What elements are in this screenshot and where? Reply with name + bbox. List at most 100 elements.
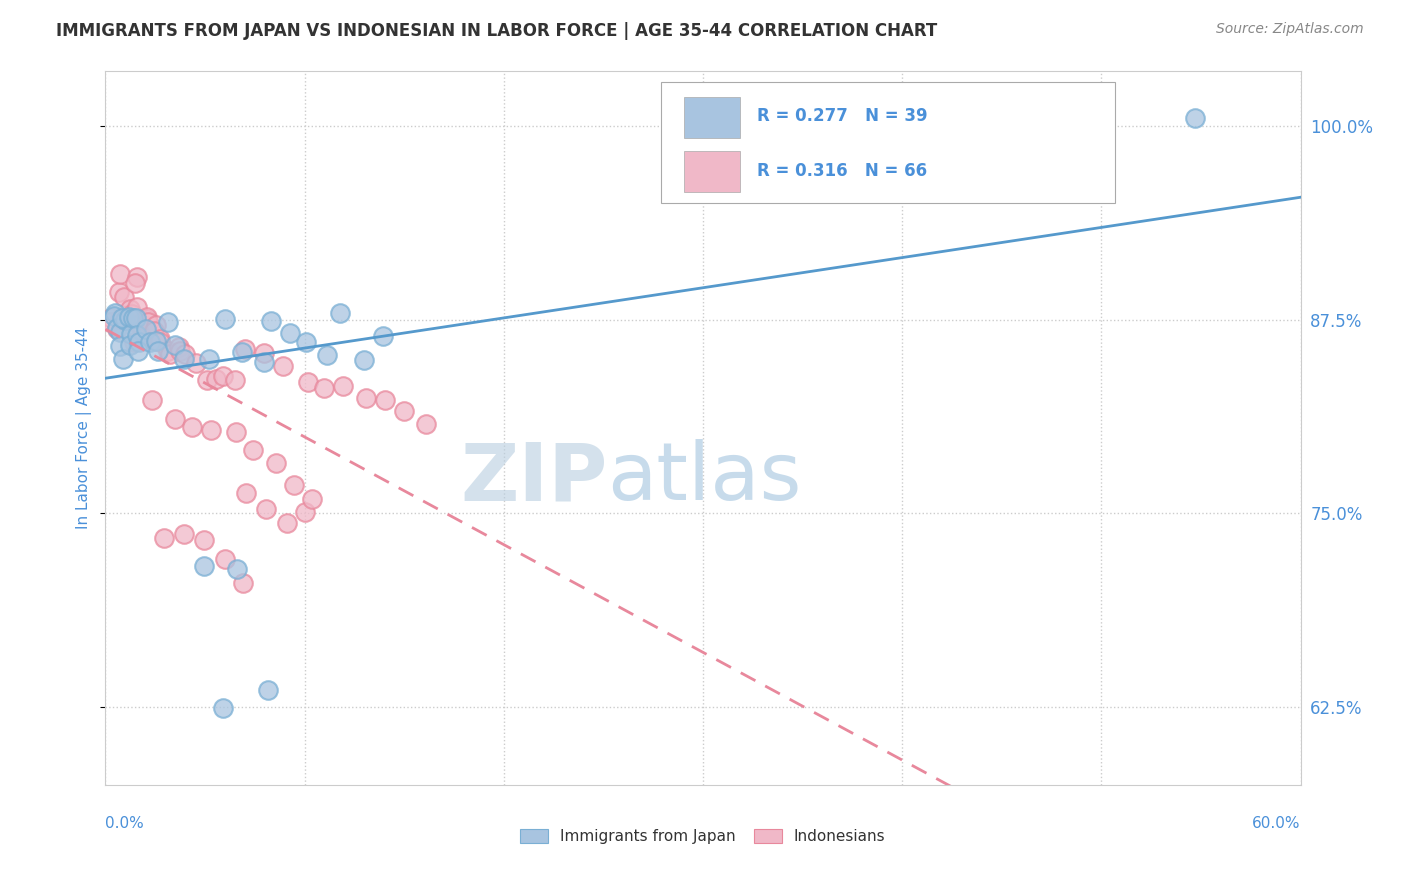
Point [371, 329, 394, 343]
Text: 60.0%: 60.0% [1253, 816, 1301, 831]
Point [135, 322, 157, 336]
Point [157, 315, 180, 329]
Point [297, 376, 319, 390]
Point [125, 270, 148, 285]
Point [110, 268, 132, 282]
Point [124, 276, 146, 290]
Point [224, 373, 246, 387]
Point [232, 576, 254, 591]
Point [211, 701, 233, 715]
Point [173, 352, 195, 367]
Point [111, 312, 134, 326]
Point [392, 404, 415, 418]
Point [165, 337, 187, 351]
Point [173, 347, 195, 361]
Point [374, 392, 396, 407]
Point [211, 369, 233, 384]
Point [122, 311, 145, 326]
Point [118, 310, 141, 324]
Point [141, 393, 163, 408]
Point [108, 326, 131, 340]
Point [278, 326, 301, 340]
Point [112, 351, 135, 366]
FancyBboxPatch shape [683, 152, 740, 192]
Point [127, 344, 149, 359]
Text: ZIP: ZIP [460, 439, 607, 517]
Text: 0.0%: 0.0% [105, 816, 145, 831]
Point [108, 312, 131, 326]
Point [193, 533, 215, 548]
Point [104, 306, 127, 320]
Point [264, 456, 287, 470]
Point [173, 526, 195, 541]
Text: R = 0.316   N = 66: R = 0.316 N = 66 [756, 162, 927, 180]
Point [312, 381, 335, 395]
FancyBboxPatch shape [661, 82, 1115, 203]
Text: R = 0.277   N = 39: R = 0.277 N = 39 [756, 107, 928, 125]
Point [354, 392, 377, 406]
Point [136, 315, 159, 329]
Point [200, 423, 222, 437]
Point [145, 318, 167, 332]
Point [205, 371, 228, 385]
Point [235, 486, 257, 500]
Point [145, 334, 167, 348]
Point [242, 443, 264, 458]
Point [125, 311, 148, 326]
Point [108, 285, 131, 300]
Point [135, 310, 157, 325]
Point [214, 312, 236, 326]
Point [118, 301, 141, 316]
Text: Source: ZipAtlas.com: Source: ZipAtlas.com [1216, 22, 1364, 37]
Point [108, 339, 131, 353]
Point [415, 417, 437, 431]
FancyBboxPatch shape [683, 97, 740, 137]
Point [143, 333, 166, 347]
Point [138, 334, 160, 349]
Point [253, 355, 276, 369]
Point [149, 334, 172, 349]
Point [283, 477, 305, 491]
Point [149, 332, 172, 346]
Point [184, 357, 207, 371]
Point [148, 344, 170, 359]
Point [276, 516, 298, 530]
Y-axis label: In Labor Force | Age 35-44: In Labor Force | Age 35-44 [76, 327, 93, 529]
Point [225, 425, 247, 440]
Point [128, 334, 150, 349]
Legend: Immigrants from Japan, Indonesians: Immigrants from Japan, Indonesians [516, 824, 890, 848]
Point [353, 352, 375, 367]
Point [231, 345, 253, 359]
Point [121, 312, 143, 326]
Point [124, 335, 146, 350]
Point [112, 290, 135, 304]
Point [233, 342, 256, 356]
Point [107, 321, 129, 335]
Point [256, 683, 278, 698]
Point [127, 317, 149, 331]
Point [120, 338, 142, 352]
Point [294, 335, 316, 350]
Point [127, 300, 149, 314]
Point [143, 324, 166, 338]
Text: atlas: atlas [607, 439, 801, 517]
Point [193, 558, 215, 573]
Point [253, 345, 276, 359]
Point [226, 561, 249, 575]
Point [159, 347, 181, 361]
Point [273, 359, 295, 373]
Point [105, 321, 128, 335]
Point [100, 310, 122, 325]
Point [111, 310, 134, 325]
Point [138, 331, 160, 345]
Text: IMMIGRANTS FROM JAPAN VS INDONESIAN IN LABOR FORCE | AGE 35-44 CORRELATION CHART: IMMIGRANTS FROM JAPAN VS INDONESIAN IN L… [56, 22, 938, 40]
Point [103, 309, 125, 323]
Point [136, 319, 159, 334]
Point [129, 318, 152, 333]
Point [136, 311, 159, 326]
Point [332, 379, 354, 393]
Point [214, 552, 236, 566]
Point [254, 502, 277, 516]
Point [157, 344, 180, 359]
Point [329, 306, 352, 320]
